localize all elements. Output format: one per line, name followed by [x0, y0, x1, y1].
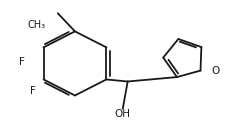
Text: CH₃: CH₃: [27, 20, 45, 30]
Text: O: O: [212, 65, 220, 76]
Text: F: F: [30, 86, 36, 96]
Text: F: F: [19, 57, 25, 67]
Text: OH: OH: [115, 109, 131, 119]
